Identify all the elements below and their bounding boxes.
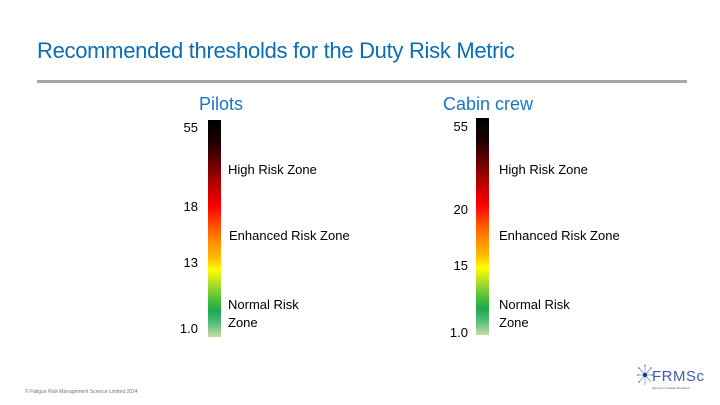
cabin-crew-enhanced-risk-label: Enhanced Risk Zone [499, 228, 620, 243]
cabin-crew-normal-risk-label-line2: Zone [499, 315, 529, 330]
title-divider [37, 80, 687, 83]
cabin-crew-tick-15: 15 [453, 258, 468, 273]
cabin-crew-tick-20: 20 [453, 202, 468, 217]
pilots-tick-55: 55 [183, 120, 198, 135]
cabin-crew-risk-gradient-bar [476, 118, 489, 335]
pilots-heading: Pilots [199, 94, 244, 114]
logo-tagline: Experts in Fatigue Research [652, 386, 690, 390]
starburst-icon [637, 364, 653, 385]
pilots-high-risk-label: High Risk Zone [228, 162, 317, 177]
pilots-tick-13: 13 [183, 255, 198, 270]
pilots-enhanced-risk-label: Enhanced Risk Zone [229, 228, 350, 243]
slide-title: Recommended thresholds for the Duty Risk… [37, 38, 515, 63]
cabin-crew-tick-1: 1.0 [449, 325, 468, 340]
cabin-crew-high-risk-label: High Risk Zone [499, 162, 588, 177]
pilots-risk-gradient-bar [208, 120, 221, 337]
pilots-normal-risk-label-line2: Zone [228, 315, 258, 330]
cabin-crew-heading: Cabin crew [443, 94, 534, 114]
cabin-crew-tick-55: 55 [453, 119, 468, 134]
pilots-normal-risk-label: Normal Risk [228, 297, 299, 312]
logo-wordmark: FRMSc [652, 368, 705, 385]
copyright-footer: © Fatigue Risk Management Science Limite… [25, 389, 138, 395]
pilots-tick-18: 18 [183, 199, 198, 214]
cabin-crew-normal-risk-label: Normal Risk [499, 297, 570, 312]
pilots-tick-1: 1.0 [179, 321, 198, 336]
frmsc-logo: FRMSc Experts in Fatigue Research [636, 362, 708, 394]
